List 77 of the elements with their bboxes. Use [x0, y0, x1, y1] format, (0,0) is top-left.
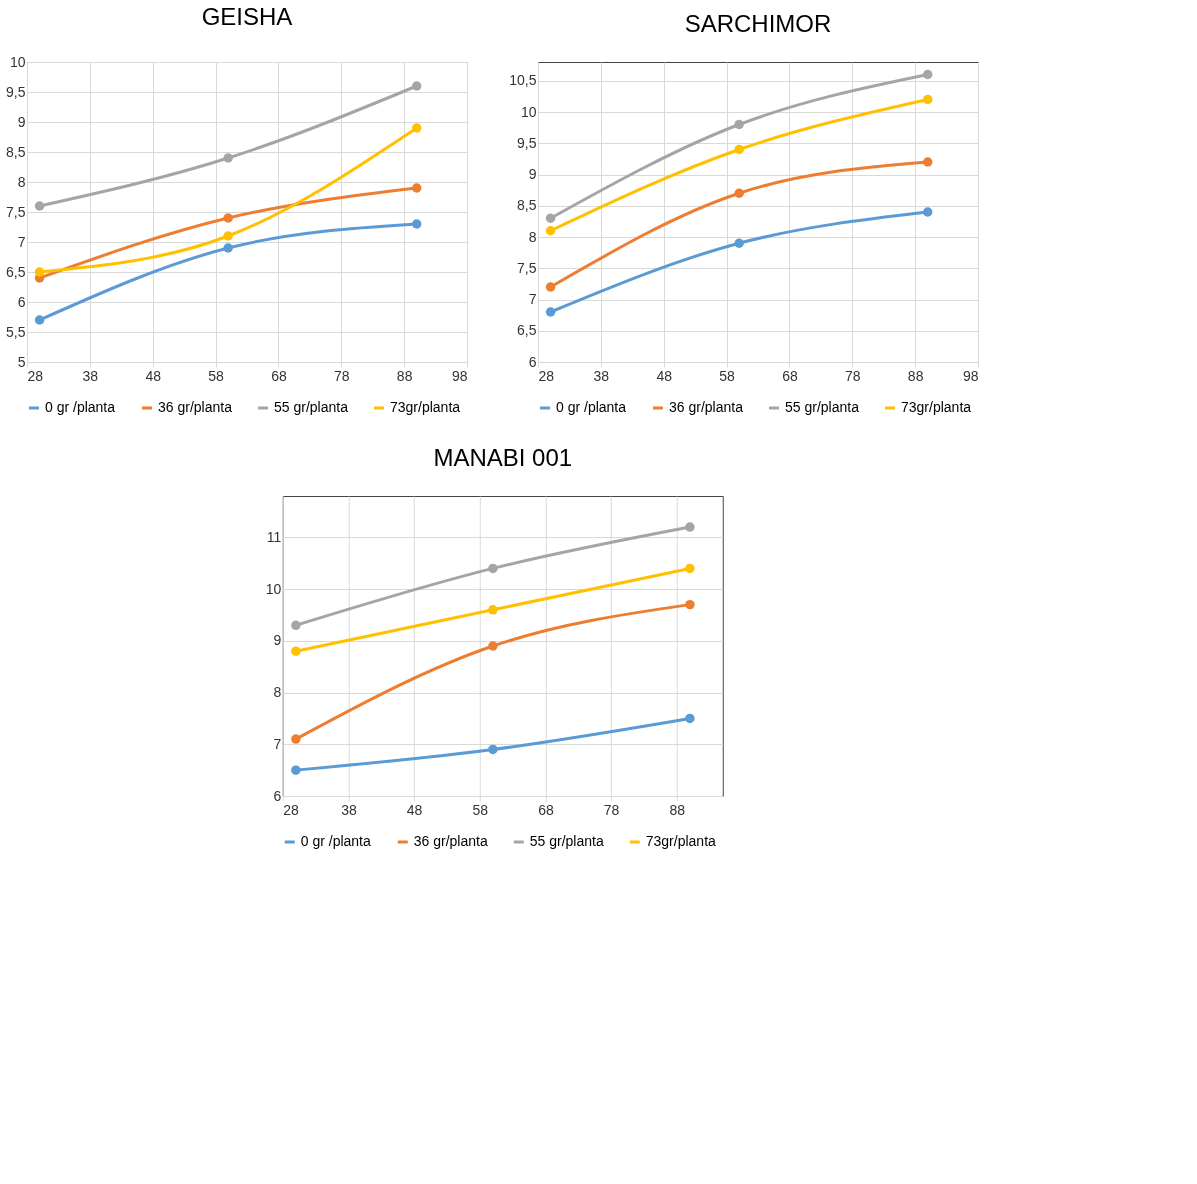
y-tick-label: 6 [273, 787, 282, 804]
y-tick-label: 9 [528, 166, 537, 182]
x-tick-label: 28 [538, 367, 555, 384]
y-tick-label: 8 [528, 228, 537, 245]
x-tick-label: 78 [845, 367, 861, 384]
x-tick-label: 88 [907, 367, 924, 384]
point [685, 599, 695, 610]
y-tick-label: 7,5 [517, 259, 537, 276]
legend-label: 55 gr/planta [785, 399, 860, 415]
x-tick-label: 78 [334, 367, 350, 384]
point [685, 713, 695, 724]
y-tick-label: 5,5 [6, 323, 26, 340]
chart-title: SARCHIMOR [684, 10, 832, 37]
x-tick-label: 78 [603, 801, 620, 818]
y-tick-label: 8 [17, 173, 26, 190]
chart-title: MANABI 001 [433, 444, 573, 471]
legend-label: 36 gr/planta [158, 399, 233, 415]
legend-label: 0 gr /planta [45, 399, 116, 415]
point [488, 605, 498, 615]
x-tick-label: 48 [145, 367, 162, 384]
legend-label: 73gr/planta [390, 399, 461, 415]
x-tick-label: 68 [782, 367, 798, 384]
point [291, 765, 301, 775]
x-tick-label: 38 [593, 367, 610, 384]
point [291, 646, 301, 656]
y-tick-label: 9 [17, 113, 26, 130]
x-tick-label: 28 [27, 367, 44, 384]
y-tick-label: 11 [266, 528, 282, 545]
chart-title: GEISHA [201, 3, 293, 30]
y-tick-label: 6 [17, 293, 26, 310]
legend-label: 0 gr /planta [300, 833, 372, 849]
legend-label: 36 gr/planta [669, 399, 744, 415]
point [488, 744, 498, 755]
x-tick-label: 58 [472, 801, 489, 818]
y-tick-label: 6,5 [6, 263, 26, 280]
x-tick-label: 38 [341, 801, 357, 818]
x-tick-label: 28 [283, 801, 300, 818]
y-tick-label: 8,5 [6, 143, 26, 160]
point [685, 522, 695, 532]
y-tick-label: 10 [520, 103, 537, 120]
x-tick-label: 48 [656, 367, 673, 384]
point [488, 563, 498, 574]
point [488, 641, 498, 651]
y-tick-label: 6 [528, 353, 537, 370]
y-tick-label: 8,5 [517, 197, 537, 214]
y-tick-label: 5 [17, 353, 26, 370]
legend-label: 55 gr/planta [529, 833, 604, 849]
y-tick-label: 10 [265, 580, 282, 597]
legend-label: 36 gr/planta [413, 833, 488, 849]
legend-label: 55 gr/planta [274, 399, 349, 415]
point [291, 734, 301, 744]
y-tick-label: 9 [273, 632, 282, 649]
y-tick-label: 9,5 [517, 134, 537, 151]
y-tick-label: 6,5 [517, 322, 537, 339]
y-tick-label: 9,5 [6, 83, 26, 100]
y-tick-label: 10 [9, 53, 26, 70]
legend-label: 0 gr /planta [556, 399, 627, 415]
y-tick-label: 7 [528, 291, 537, 307]
x-tick-label: 68 [271, 367, 287, 384]
x-tick-label: 98 [451, 367, 468, 384]
x-tick-label: 48 [406, 801, 423, 818]
x-tick-label: 88 [669, 801, 686, 818]
y-tick-label: 7 [273, 735, 282, 752]
x-tick-label: 38 [82, 367, 99, 384]
y-tick-label: 7 [17, 233, 26, 250]
legend-label: 73gr/planta [901, 399, 972, 415]
point [685, 563, 695, 574]
x-tick-label: 68 [538, 801, 554, 818]
x-tick-label: 98 [962, 367, 979, 384]
point [291, 620, 301, 631]
x-tick-label: 58 [719, 367, 736, 384]
x-tick-label: 88 [396, 367, 413, 384]
y-tick-label: 8 [273, 684, 282, 701]
y-tick-label: 10,5 [509, 72, 537, 89]
legend-label: 73gr/planta [645, 833, 717, 849]
x-tick-label: 58 [208, 367, 225, 384]
y-tick-label: 7,5 [6, 203, 26, 220]
